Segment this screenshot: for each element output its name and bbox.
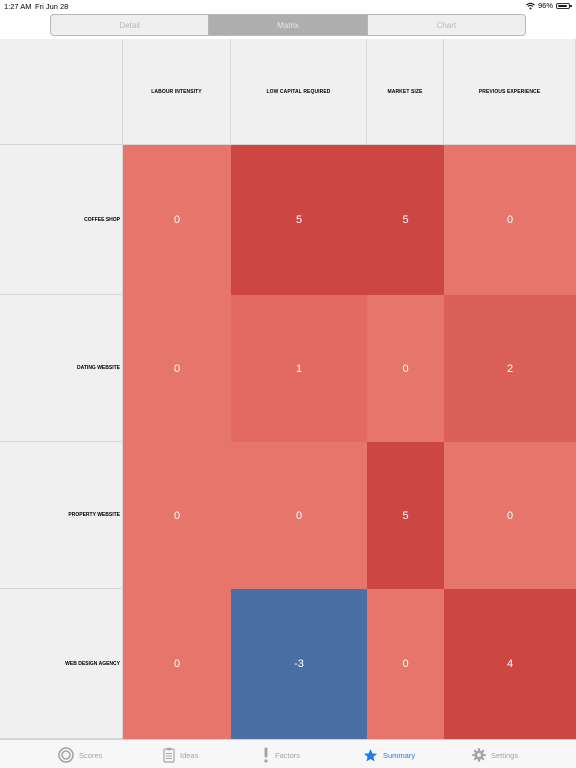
- tab-settings[interactable]: Settings: [472, 747, 518, 763]
- target-icon: [58, 747, 74, 763]
- tab-factors-label: Factors: [275, 750, 301, 760]
- matrix-cell[interactable]: 0: [123, 295, 231, 442]
- star-icon: [363, 748, 378, 761]
- tab-settings-label: Settings: [491, 750, 519, 760]
- tab-ideas-label: Ideas: [180, 750, 199, 760]
- segment-chart[interactable]: Chart: [436, 20, 457, 30]
- matrix-cell[interactable]: 2: [444, 295, 576, 442]
- tab-bar: Scores Ideas Factors Summary: [0, 739, 576, 768]
- matrix-cell[interactable]: 0: [123, 442, 231, 589]
- matrix-column-header: LABOUR INTENSITY: [123, 39, 231, 145]
- matrix-column-header: LOW CAPITAL REQUIRED: [231, 39, 367, 145]
- matrix-cell[interactable]: 1: [231, 295, 367, 442]
- matrix-cell[interactable]: 5: [231, 145, 367, 295]
- matrix-cell[interactable]: 0: [231, 442, 367, 589]
- matrix-cell[interactable]: 0: [123, 589, 231, 739]
- matrix-cell[interactable]: 0: [367, 589, 444, 739]
- exclamation-icon: [264, 747, 268, 763]
- tab-factors[interactable]: Factors: [262, 747, 300, 763]
- matrix-cell[interactable]: -3: [231, 589, 367, 739]
- segment-matrix[interactable]: Matrix: [209, 15, 368, 35]
- matrix-cell[interactable]: 5: [367, 145, 444, 295]
- wifi-icon: [526, 2, 535, 9]
- battery-percent: 96%: [537, 1, 553, 10]
- battery-icon: [556, 2, 572, 9]
- view-segmented-control: Detail Matrix Chart: [50, 14, 526, 36]
- matrix-cell[interactable]: 4: [444, 589, 576, 739]
- status-right: 96%: [526, 1, 572, 10]
- scores-matrix: LABOUR INTENSITY LOW CAPITAL REQUIRED MARK…: [0, 39, 576, 739]
- matrix-cell[interactable]: 0: [123, 145, 231, 295]
- matrix-cell[interactable]: 0: [367, 295, 444, 442]
- segment-detail[interactable]: Detail: [51, 15, 210, 35]
- status-bar: 1:27 AM Fri Jun 28 96%: [0, 0, 576, 12]
- matrix-row-header: DATING WEBSITE: [0, 295, 123, 442]
- tab-ideas[interactable]: Ideas: [163, 747, 198, 763]
- gear-icon: [472, 748, 486, 762]
- matrix-cell[interactable]: 0: [444, 145, 576, 295]
- tab-summary-label: Summary: [383, 750, 416, 760]
- tab-scores-label: Scores: [79, 750, 103, 760]
- tab-summary[interactable]: Summary: [363, 747, 415, 763]
- status-date: Fri Jun 28: [35, 2, 69, 11]
- matrix-row-header: COFFEE SHOP: [0, 145, 123, 295]
- tab-scores[interactable]: Scores: [58, 747, 102, 763]
- matrix-row-header: PROPERTY WEBSITE: [0, 442, 123, 589]
- matrix-cell[interactable]: 5: [367, 442, 444, 589]
- status-time: 1:27 AM: [4, 2, 32, 11]
- matrix-cell[interactable]: 0: [444, 442, 576, 589]
- matrix-column-header: PREVIOUS EXPERIENCE: [444, 39, 576, 145]
- clipboard-icon: [163, 747, 175, 763]
- matrix-corner: [0, 39, 123, 145]
- matrix-column-header: MARKET SIZE: [367, 39, 444, 145]
- matrix-row-header: WEB DESIGN AGENCY: [0, 589, 123, 739]
